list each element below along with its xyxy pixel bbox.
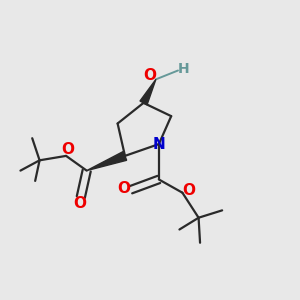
Text: O: O — [182, 183, 195, 198]
Text: O: O — [143, 68, 157, 83]
Text: N: N — [152, 136, 165, 152]
Text: H: H — [178, 62, 189, 76]
Text: O: O — [73, 196, 86, 211]
Text: O: O — [61, 142, 74, 158]
Polygon shape — [140, 79, 156, 105]
Text: O: O — [117, 181, 130, 196]
Polygon shape — [87, 152, 127, 171]
